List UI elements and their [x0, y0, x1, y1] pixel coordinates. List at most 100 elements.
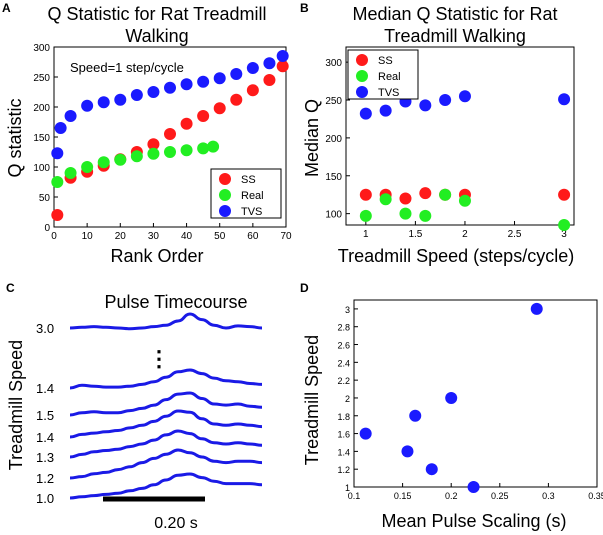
- panel-d-ytick-label-2p4: 2.4: [337, 358, 350, 368]
- panel-b-ytick-label-200: 200: [325, 134, 342, 145]
- panel-b-legend-marker-real: [356, 70, 368, 82]
- panel-b-point-tvs-5: [458, 90, 471, 103]
- panel-d-ytick-label-1p4: 1.4: [337, 447, 350, 457]
- panel-a-point-tvs-0: [51, 147, 64, 160]
- panel-c-trace-label-4: 1.3: [36, 450, 54, 465]
- panel-b-point-real-5: [458, 194, 471, 207]
- panel-d-ytick-label-2p6: 2.6: [337, 341, 350, 351]
- panel-a-xtick-label-0: 0: [51, 231, 57, 242]
- panel-b-point-tvs-3: [419, 99, 432, 112]
- panel-a-point-ss-9: [197, 110, 210, 122]
- panel-a-point-tvs-6: [130, 89, 143, 101]
- panel-b-ytick-label-150: 150: [325, 172, 342, 183]
- panel-c-ylabel: Treadmill Speed: [6, 340, 26, 470]
- panel-d-ytick-label-3: 3: [345, 305, 350, 315]
- panel-a-xtick-label-20: 20: [115, 231, 127, 242]
- panel-a-point-tvs-11: [213, 72, 226, 85]
- panel-a-point-tvs-2: [64, 110, 77, 122]
- panel-b-xtick-label-1: 1: [363, 229, 369, 240]
- panel-b-xlabel: Treadmill Speed (steps/cycle): [338, 246, 574, 266]
- panel-a-point-real-2: [81, 161, 94, 173]
- panel-a-point-real-5: [130, 150, 143, 163]
- panel-a-legend-marker-tvs: [219, 205, 231, 217]
- panel-a-point-real-10: [207, 140, 220, 153]
- panel-b-point-real-2: [399, 207, 412, 220]
- panel-d-ytick-label-1: 1: [345, 483, 350, 493]
- panel-d-ytick-label-1p2: 1.2: [337, 465, 350, 475]
- panel-a-point-real-1: [64, 167, 77, 179]
- panel-d-ytick-label-1p8: 1.8: [337, 412, 350, 422]
- panel-a-ylabel: Q statistic: [5, 98, 25, 177]
- panel-b-point-ss-3: [419, 187, 432, 200]
- panel-b-legend-marker-ss: [356, 54, 368, 66]
- panel-a-legend-marker-ss: [219, 173, 231, 185]
- panel-c-trace-label-2: 1.5: [36, 408, 54, 423]
- panel-c-trace-label-3: 1.4: [36, 430, 54, 445]
- panel-c-trace-0: [69, 312, 263, 331]
- panel-c-scale-bar-label: 0.20 s: [154, 515, 198, 532]
- panel-a-point-real-9: [197, 142, 210, 155]
- panel-a-point-tvs-8: [164, 81, 176, 94]
- panel-a-ytick-label-150: 150: [33, 133, 50, 144]
- panel-a-xlabel: Rank Order: [110, 246, 203, 266]
- panel-d-xtick-label-0p25: 0.25: [491, 491, 509, 501]
- panel-a-annotation: Speed=1 step/cycle: [70, 60, 184, 75]
- panel-d-xtick-label-0p2: 0.2: [445, 491, 458, 501]
- panel-b-legend-label-real: Real: [378, 71, 401, 83]
- panel-a-point-tvs-10: [197, 75, 210, 88]
- panel-d-axes-frame: [353, 299, 598, 488]
- panel-b-point-real-4: [439, 188, 452, 201]
- panel-b-ylabel: Median Q: [302, 99, 322, 177]
- panel-letter-b: B: [300, 1, 309, 15]
- panel-b-point-ss-6: [558, 188, 571, 201]
- panel-a-point-tvs-14: [263, 57, 276, 70]
- panel-a-point-ss-11: [230, 93, 243, 106]
- panel-b-legend-marker-tvs: [356, 86, 368, 98]
- panel-b-ytick-label-100: 100: [325, 210, 342, 221]
- panel-a-point-tvs-12: [230, 68, 243, 80]
- panel-d-ytick-label-2p2: 2.2: [337, 376, 350, 386]
- panel-d-point-points-2: [409, 409, 422, 422]
- panel-b-legend-label-ss: SS: [378, 55, 393, 67]
- panel-a-title-line-2: Walking: [125, 26, 188, 46]
- panel-a-xtick-label-10: 10: [82, 231, 94, 242]
- panel-c-trace-6: [69, 472, 263, 500]
- panel-a-point-ss-12: [246, 84, 259, 97]
- panel-a-point-ss-6: [147, 138, 160, 151]
- panel-b-legend-label-tvs: TVS: [378, 87, 399, 99]
- panel-a-ytick-label-100: 100: [33, 163, 50, 174]
- panel-a-point-tvs-5: [114, 93, 127, 106]
- panel-a-xtick-label-50: 50: [214, 231, 226, 242]
- panel-b-point-real-1: [379, 193, 392, 206]
- panel-a-point-tvs-7: [147, 86, 160, 98]
- panel-c-title: Pulse Timecourse: [104, 292, 247, 312]
- panel-d-point-points-3: [425, 463, 438, 476]
- panel-a-legend-label-tvs: TVS: [241, 206, 262, 218]
- panel-b-title-line-2: Treadmill Walking: [384, 26, 526, 46]
- panel-d-xtick-label-0p1: 0.1: [348, 491, 361, 501]
- panel-c-chart: Pulse Timecourse Treadmill Speed ⋮ 0.20 …: [6, 292, 263, 532]
- panel-letter-a: A: [2, 1, 11, 15]
- panel-d-ytick-label-2: 2: [345, 394, 350, 404]
- panel-b-point-tvs-1: [379, 104, 392, 117]
- panel-a-point-ss-13: [263, 74, 276, 86]
- panel-a-legend-label-ss: SS: [241, 174, 256, 186]
- panel-d-ytick-label-1p6: 1.6: [337, 430, 350, 440]
- panel-d-xlabel: Mean Pulse Scaling (s): [381, 511, 566, 531]
- panel-b-ytick-label-250: 250: [325, 96, 342, 107]
- panel-b-point-tvs-6: [558, 93, 571, 106]
- panel-a-point-tvs-15: [276, 50, 289, 62]
- panel-a-point-real-8: [180, 144, 193, 157]
- panel-b-point-real-3: [419, 209, 432, 222]
- panel-a-title-line-1: Q Statistic for Rat Treadmill: [47, 4, 266, 24]
- panel-b-ytick-label-300: 300: [325, 58, 342, 69]
- panel-a-xtick-label-40: 40: [181, 231, 193, 242]
- panel-b-xtick-label-2p5: 2.5: [508, 229, 522, 240]
- panel-a-ytick-label-200: 200: [33, 103, 50, 114]
- panel-a-point-real-4: [114, 153, 127, 166]
- panel-a-point-real-0: [51, 176, 64, 188]
- panel-d-xtick-label-0p3: 0.3: [542, 491, 555, 501]
- panel-letter-c: C: [6, 281, 15, 295]
- panel-b-xtick-label-2: 2: [462, 229, 468, 240]
- panel-c-ellipsis: ⋮: [148, 346, 170, 371]
